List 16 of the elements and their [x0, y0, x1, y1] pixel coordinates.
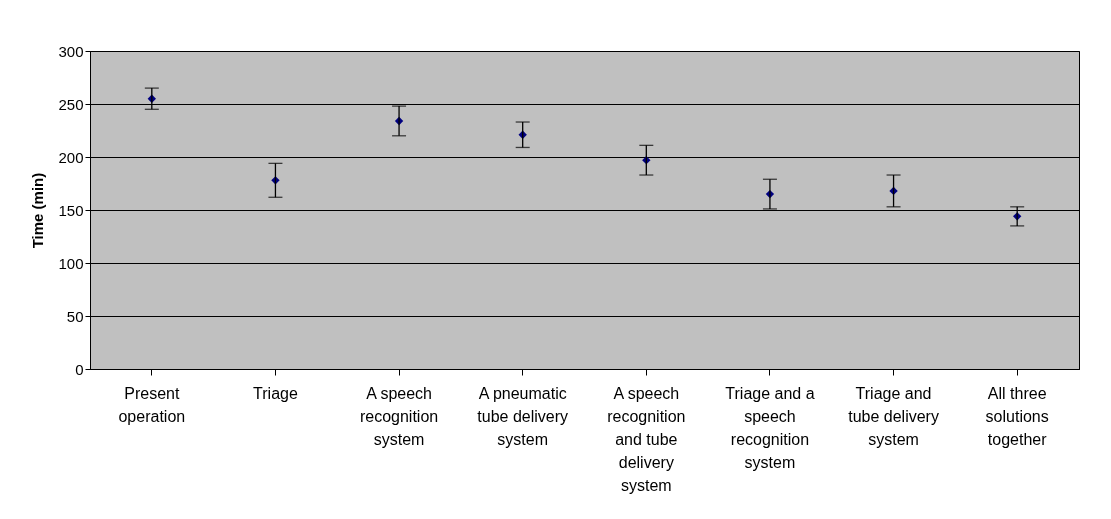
x-tick-label: Triage and tube delivery system [848, 384, 939, 448]
y-tick-label: 0 [75, 360, 84, 378]
x-tick-label: Triage [253, 384, 298, 402]
x-tick-label: Present operation [118, 384, 186, 425]
x-tick-label: A speech recognition and tube delivery system [607, 384, 686, 494]
y-tick-label: 150 [58, 201, 84, 219]
x-tick-label: A speech recognition system [359, 384, 439, 448]
x-tick-label: A pneumatic tube delivery system [477, 384, 569, 448]
y-tick-label: 100 [58, 254, 84, 272]
x-tick-label: Triage and a speech recognition system [725, 384, 815, 471]
y-axis-title: Time (min) [29, 172, 47, 249]
y-tick-label: 300 [58, 42, 84, 60]
y-tick-label: 200 [58, 148, 84, 166]
y-tick-label: 50 [66, 307, 84, 325]
x-tick-label: All three solutions together [985, 384, 1049, 448]
y-tick-label: 250 [58, 95, 84, 113]
